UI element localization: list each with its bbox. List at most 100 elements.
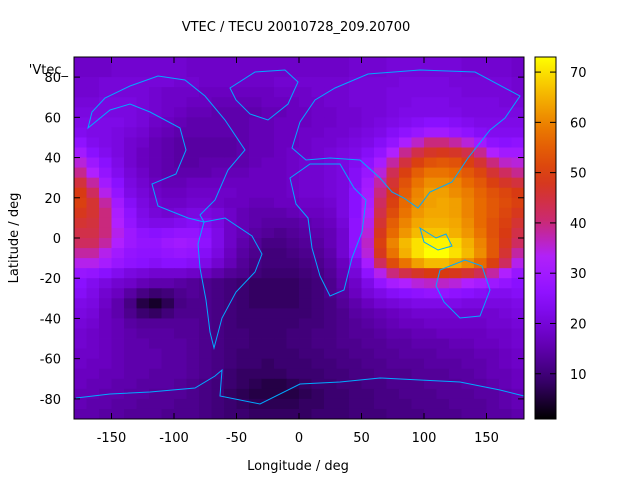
heatmap-cell <box>511 378 525 390</box>
heatmap-cell <box>461 57 475 68</box>
heatmap-cell <box>324 177 337 189</box>
heatmap-cell <box>311 157 325 169</box>
heatmap-cell <box>99 298 112 309</box>
heatmap-cell <box>336 288 350 299</box>
heatmap-cell <box>374 328 387 339</box>
heatmap-cell <box>436 268 450 279</box>
heatmap-cell <box>261 248 275 259</box>
heatmap-cell <box>361 167 375 179</box>
heatmap-cell <box>374 408 387 420</box>
heatmap-cell <box>424 298 437 309</box>
heatmap-cell <box>436 238 450 249</box>
heatmap-cell <box>436 248 450 259</box>
heatmap-cell <box>124 197 137 209</box>
heatmap-cell <box>411 398 425 410</box>
heatmap-cell <box>174 127 187 138</box>
heatmap-cell <box>236 227 250 239</box>
heatmap-cell <box>349 217 362 229</box>
heatmap-cell <box>174 137 187 148</box>
heatmap-cell <box>236 368 250 380</box>
heatmap-cell <box>324 388 337 400</box>
heatmap-cell <box>436 207 450 219</box>
heatmap-cell <box>299 388 312 400</box>
heatmap-cell <box>149 227 162 239</box>
heatmap-cell <box>311 398 325 410</box>
heatmap-cell <box>436 338 450 350</box>
colorbar-tick-label: 60 <box>570 116 587 131</box>
heatmap-cell <box>349 167 362 179</box>
heatmap-cell <box>486 408 500 420</box>
heatmap-cell <box>511 97 525 108</box>
heatmap-cell <box>124 107 137 118</box>
x-axis: -150 -100 -50 0 50 100 150 <box>97 57 499 446</box>
heatmap-cell <box>424 348 437 360</box>
heatmap-cell <box>99 57 112 68</box>
heatmap-cell <box>411 217 425 229</box>
heatmap-cell <box>511 147 525 158</box>
heatmap-cell <box>474 217 487 229</box>
heatmap-cell <box>311 147 325 158</box>
heatmap-cell <box>274 187 287 199</box>
heatmap-cell <box>374 268 387 279</box>
heatmap-cell <box>486 77 500 88</box>
heatmap-cell <box>374 207 387 219</box>
heatmap-cell <box>374 378 387 390</box>
heatmap-cell <box>199 97 212 108</box>
heatmap-cell <box>336 388 350 400</box>
heatmap-cell <box>386 147 400 158</box>
heatmap-cell <box>499 308 512 319</box>
heatmap-cell <box>399 238 412 249</box>
heatmap-cell <box>461 167 475 179</box>
heatmap-cell <box>199 338 212 350</box>
heatmap-cell <box>186 378 200 390</box>
heatmap-cell <box>86 177 100 189</box>
heatmap-cell <box>511 308 525 319</box>
heatmap-cell <box>199 248 212 259</box>
heatmap-cell <box>136 117 150 128</box>
heatmap-cell <box>211 67 225 78</box>
heatmap-cell <box>74 408 87 420</box>
heatmap-cell <box>111 87 125 98</box>
heatmap-cell <box>249 288 262 299</box>
heatmap-cell <box>199 288 212 299</box>
heatmap-cell <box>449 67 462 78</box>
heatmap-cell <box>124 358 137 370</box>
heatmap-cell <box>249 107 262 118</box>
heatmap-cell <box>436 147 450 158</box>
heatmap-cell <box>299 238 312 249</box>
heatmap-cell <box>224 238 237 249</box>
heatmap-cell <box>424 167 437 179</box>
heatmap-cell <box>399 157 412 169</box>
heatmap-cell <box>86 217 100 229</box>
heatmap-cell <box>499 268 512 279</box>
heatmap-cell <box>286 137 300 148</box>
y-axis-label: Latitude / deg <box>7 193 22 284</box>
heatmap-cell <box>499 77 512 88</box>
x-axis-label: Longitude / deg <box>247 459 349 474</box>
heatmap-cell <box>499 398 512 410</box>
heatmap-cell <box>111 308 125 319</box>
heatmap-cell <box>361 358 375 370</box>
heatmap-cell <box>411 197 425 209</box>
heatmap-cell <box>99 187 112 199</box>
heatmap-cell <box>399 207 412 219</box>
heatmap-cell <box>186 258 200 269</box>
heatmap-cell <box>499 197 512 209</box>
heatmap-cell <box>336 187 350 199</box>
heatmap-cell <box>349 147 362 158</box>
heatmap-cell <box>111 238 125 249</box>
heatmap-cell <box>311 318 325 329</box>
heatmap-cell <box>261 187 275 199</box>
heatmap-cell <box>386 167 400 179</box>
heatmap-cell <box>261 87 275 98</box>
heatmap-cell <box>161 248 175 259</box>
heatmap-cell <box>299 258 312 269</box>
heatmap-cell <box>211 217 225 229</box>
heatmap-cell <box>461 137 475 148</box>
heatmap-cell <box>161 67 175 78</box>
heatmap-cell <box>474 348 487 360</box>
heatmap-cell <box>411 77 425 88</box>
heatmap-cell <box>386 278 400 289</box>
heatmap-cell <box>436 187 450 199</box>
heatmap-cell <box>249 328 262 339</box>
